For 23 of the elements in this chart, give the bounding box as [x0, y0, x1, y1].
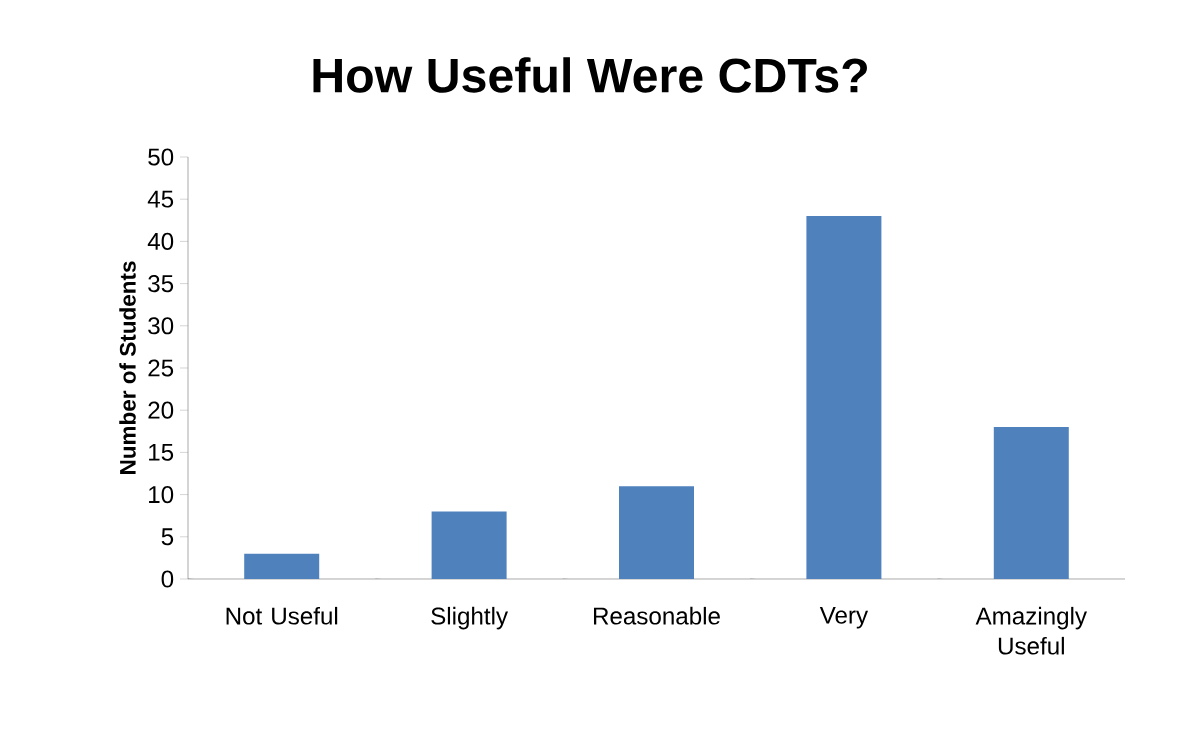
y-axis-title: Number of Students — [119, 261, 136, 474]
x-tick-label: Amazingly Useful — [975, 606, 1087, 655]
x-tick-label: Reasonable — [594, 606, 720, 625]
y-tick-label: 5 — [161, 528, 174, 546]
y-tick-label: 15 — [149, 443, 174, 461]
x-tick-label: Very — [819, 606, 869, 629]
y-tick-label: 0 — [161, 570, 174, 588]
x-tick-label: Slightly — [431, 606, 509, 630]
bar — [431, 511, 507, 579]
bar — [993, 427, 1069, 579]
y-tick-label: 45 — [147, 190, 174, 208]
y-tick-label: 20 — [148, 401, 174, 419]
y-tick-label: 35 — [148, 275, 174, 293]
y-tick-label: 25 — [148, 359, 174, 377]
x-tick-label: Not Useful — [226, 606, 338, 625]
y-tick-label: 30 — [148, 317, 174, 335]
bar — [244, 553, 320, 579]
chart-title: How Useful Were CDTs? — [313, 57, 867, 93]
y-tick-label: 40 — [147, 232, 174, 250]
bar — [806, 216, 882, 579]
bar — [619, 486, 694, 579]
y-tick-label: 50 — [148, 148, 174, 166]
y-tick-label: 10 — [149, 486, 174, 504]
